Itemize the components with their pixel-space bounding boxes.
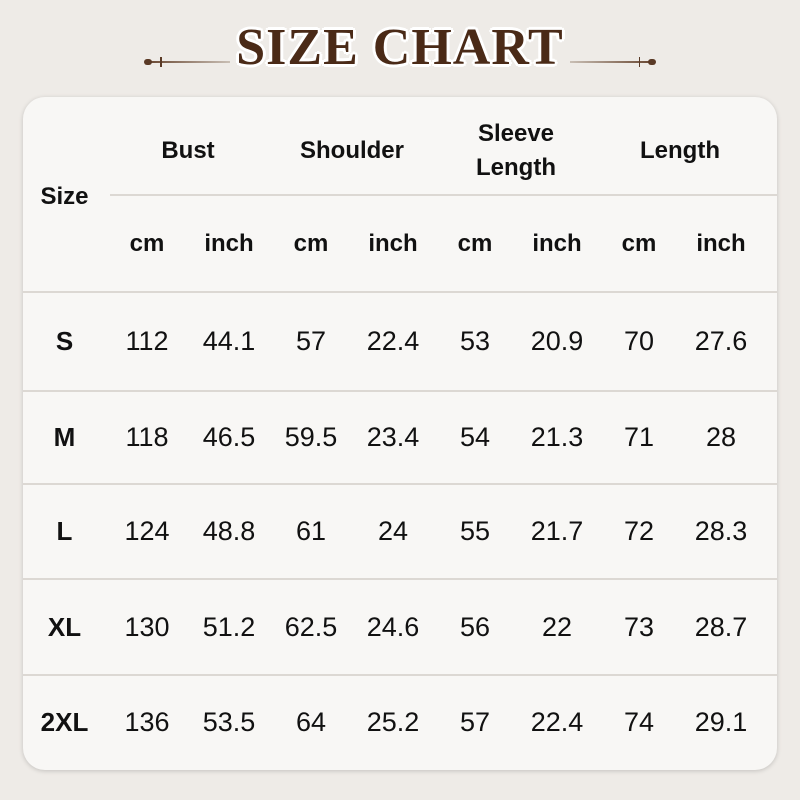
table-cell: 22.4 xyxy=(366,326,420,356)
table-cell: 28 xyxy=(705,422,737,452)
table-cell: 57 xyxy=(295,326,327,356)
table-cell: 118 xyxy=(125,422,169,452)
table-cell: 24 xyxy=(377,516,409,546)
table-cell: 71 xyxy=(623,422,655,452)
table-cell: 53.5 xyxy=(202,707,256,737)
table-cell: 48.8 xyxy=(202,516,256,546)
table-cell: 74 xyxy=(623,707,655,737)
table-cell: 124 xyxy=(124,516,170,546)
unit-header: inch xyxy=(696,230,746,257)
page-title: SIZE CHART xyxy=(236,18,564,76)
size-column-header: Size xyxy=(40,183,89,210)
table-cell: 130 xyxy=(124,611,170,642)
column-group-header: Bust xyxy=(161,137,215,164)
table-cell: 28.7 xyxy=(694,611,748,642)
table-cell: 64 xyxy=(295,707,327,737)
table-cell: 56 xyxy=(459,611,491,642)
table-cell: 44.1 xyxy=(202,326,256,356)
size-label: S xyxy=(55,326,74,356)
row-divider xyxy=(23,483,777,485)
title-banner: SIZE CHART xyxy=(0,12,800,82)
column-group-header: Shoulder xyxy=(299,137,404,164)
table-cell: 20.9 xyxy=(530,326,584,356)
size-label: 2XL xyxy=(40,707,89,737)
table-cell: 23.4 xyxy=(366,422,420,452)
table-cell: 136 xyxy=(124,707,170,737)
unit-header: cm xyxy=(457,230,493,257)
table-cell: 112 xyxy=(125,326,169,356)
unit-header: cm xyxy=(129,230,165,257)
unit-header: cm xyxy=(293,230,329,257)
table-cell: 59.5 xyxy=(284,422,338,452)
table-cell: 27.6 xyxy=(694,326,748,356)
table-cell: 29.1 xyxy=(694,707,748,737)
table-cell: 21.7 xyxy=(530,516,584,546)
table-cell: 62.5 xyxy=(284,611,338,642)
unit-header: inch xyxy=(532,230,582,257)
column-group-header: Length xyxy=(640,137,720,164)
table-cell: 46.5 xyxy=(202,422,256,452)
unit-header: cm xyxy=(621,230,657,257)
row-divider xyxy=(110,194,777,196)
table-cell: 72 xyxy=(623,516,655,546)
row-divider xyxy=(23,674,777,676)
table-cell: 53 xyxy=(459,326,491,356)
size-label: M xyxy=(53,422,76,452)
table-cell: 61 xyxy=(295,516,327,546)
table-cell: 25.2 xyxy=(366,707,420,737)
ornament-right xyxy=(570,57,656,67)
row-divider xyxy=(23,291,777,293)
size-table: Size Bust Shoulder Sleeve Length Length cm inc… xyxy=(23,97,777,770)
size-label: XL xyxy=(47,611,82,642)
row-divider xyxy=(23,390,777,392)
table-cell: 73 xyxy=(623,611,655,642)
table-cell: 70 xyxy=(623,326,655,356)
table-cell: 54 xyxy=(459,422,491,452)
table-cell: 51.2 xyxy=(202,611,256,642)
ornament-left xyxy=(144,57,230,67)
table-cell: 24.6 xyxy=(366,611,420,642)
table-cell: 22.4 xyxy=(530,707,584,737)
table-cell: 57 xyxy=(459,707,491,737)
table-cell: 21.3 xyxy=(530,422,584,452)
table-cell: 28.3 xyxy=(694,516,748,546)
row-divider xyxy=(23,578,777,580)
unit-header: inch xyxy=(204,230,254,257)
column-group-header: Sleeve Length xyxy=(476,120,556,181)
table-cell: 22 xyxy=(541,611,573,642)
table-cell: 55 xyxy=(459,516,491,546)
unit-header: inch xyxy=(368,230,418,257)
size-label: L xyxy=(56,516,73,546)
